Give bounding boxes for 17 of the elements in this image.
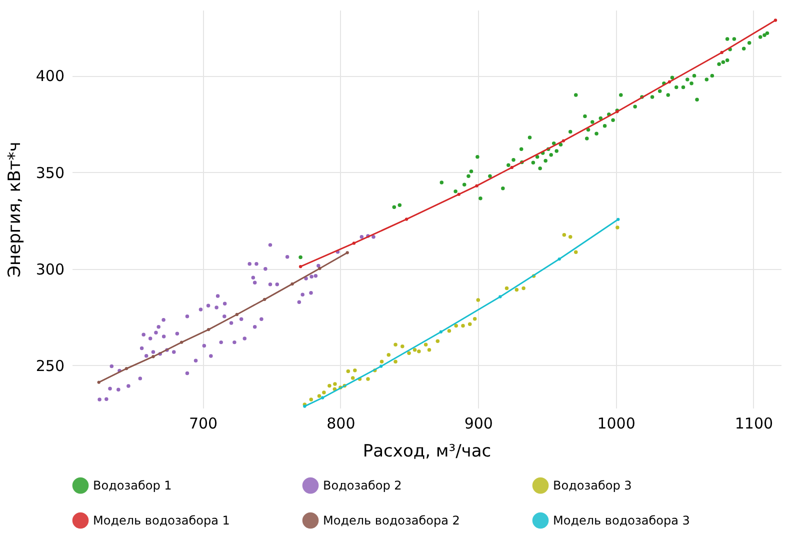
y-tick-label: 400 [36,67,64,86]
legend-label: Модель водозабора 2 [323,514,460,528]
legend-label: Водозабор 2 [323,478,402,493]
x-tick-label: 800 [326,414,356,432]
y-axis-title: Энергия, кВт*ч [4,142,25,278]
x-tick-label: 900 [464,414,493,432]
y-tick-label: 250 [36,356,64,375]
legend-label: Водозабор 3 [553,478,632,493]
y-tick-label: 350 [36,164,64,182]
legend-label: Модель водозабора 1 [93,514,230,528]
legend-label: Модель водозабора 3 [553,514,690,528]
x-axis-title: Расход, м³/час [362,442,492,462]
x-tick-label: 1000 [597,414,636,432]
x-tick-label: 700 [188,414,218,432]
legend-label: Водозабор 1 [93,478,172,493]
y-tick-label: 300 [36,260,64,278]
x-tick-label: 1100 [734,414,774,432]
